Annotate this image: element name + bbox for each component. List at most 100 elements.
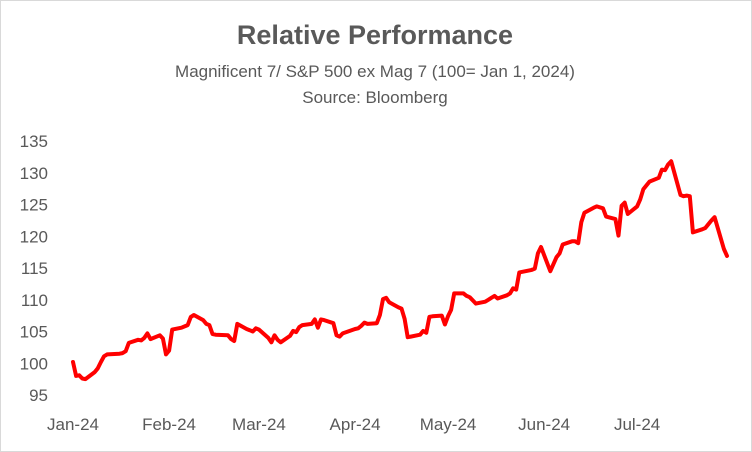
- data-point: [506, 294, 508, 296]
- data-point: [376, 322, 378, 324]
- data-point: [255, 327, 257, 329]
- data-point: [593, 207, 595, 209]
- data-point: [162, 338, 164, 339]
- data-point: [150, 338, 151, 340]
- x-tick-label: May-24: [420, 415, 477, 434]
- data-point: [388, 301, 390, 303]
- data-point: [571, 240, 573, 242]
- data-point: [277, 339, 279, 341]
- data-point: [667, 164, 669, 165]
- data-point: [602, 207, 604, 209]
- data-point: [711, 219, 712, 221]
- data-point: [549, 270, 551, 272]
- y-tick-label: 95: [29, 386, 48, 405]
- data-point: [580, 221, 582, 223]
- data-point: [398, 306, 399, 308]
- data-point: [249, 329, 251, 331]
- data-point: [128, 342, 130, 344]
- data-point: [497, 298, 499, 299]
- data-point: [701, 228, 703, 230]
- data-point: [274, 334, 275, 336]
- data-point: [363, 322, 365, 324]
- data-point: [320, 318, 322, 320]
- data-point: [72, 361, 74, 363]
- data-point: [339, 336, 341, 338]
- data-point: [367, 323, 368, 325]
- data-point: [518, 271, 520, 273]
- data-point: [444, 324, 446, 325]
- data-point: [425, 332, 427, 334]
- data-point: [714, 216, 716, 218]
- data-point: [125, 350, 127, 352]
- data-point: [509, 292, 511, 294]
- data-point: [515, 289, 517, 291]
- data-point: [342, 332, 344, 334]
- data-point: [494, 295, 495, 297]
- x-axis: Jan-24 Feb-24 Mar-24 Apr-24 May-24 Jun-24 Jul-…: [47, 415, 660, 434]
- data-point: [664, 169, 666, 171]
- data-point: [94, 371, 96, 373]
- data-point: [354, 328, 356, 330]
- data-point: [165, 353, 167, 355]
- data-point: [540, 246, 542, 248]
- data-point: [379, 314, 381, 316]
- data-point: [639, 198, 641, 200]
- data-point: [692, 231, 694, 233]
- data-point: [215, 334, 217, 336]
- data-point: [472, 299, 474, 301]
- data-point: [447, 315, 449, 317]
- data-point: [100, 361, 102, 363]
- data-point: [208, 324, 210, 326]
- data-point: [227, 334, 229, 336]
- data-point: [280, 341, 282, 343]
- data-point: [559, 252, 561, 254]
- data-point: [658, 177, 660, 179]
- data-point: [258, 329, 260, 331]
- x-tick-label: Feb-24: [142, 415, 196, 434]
- data-point: [556, 256, 557, 258]
- data-point: [252, 331, 254, 332]
- data-point: [661, 169, 663, 171]
- data-point: [212, 333, 213, 335]
- data-point: [97, 367, 99, 369]
- data-point: [466, 295, 468, 297]
- data-point: [726, 255, 728, 257]
- data-point: [184, 325, 186, 327]
- data-point: [236, 323, 238, 325]
- data-point: [159, 334, 161, 336]
- data-point: [689, 195, 691, 197]
- data-point: [168, 350, 170, 352]
- data-point: [432, 315, 433, 317]
- data-point: [621, 205, 623, 207]
- data-point: [463, 292, 464, 294]
- data-point: [270, 341, 272, 343]
- y-tick-label: 110: [21, 291, 48, 310]
- data-point: [137, 339, 139, 341]
- data-point: [401, 308, 402, 310]
- data-point: [490, 297, 492, 299]
- data-point: [704, 227, 706, 229]
- chart-subtitle: Magnificent 7/ S&P 500 ex Mag 7 (100= Ja…: [175, 62, 575, 81]
- data-point: [512, 287, 514, 289]
- chart-title: Relative Performance: [236, 20, 514, 50]
- data-point: [289, 335, 291, 337]
- data-point: [193, 314, 195, 316]
- data-point: [707, 223, 709, 225]
- data-point: [605, 216, 607, 218]
- x-tick-label: Jul-24: [614, 415, 660, 434]
- data-point: [233, 340, 235, 342]
- data-point: [317, 327, 319, 329]
- y-tick-label: 115: [21, 259, 48, 278]
- data-point: [410, 336, 412, 338]
- data-point: [78, 374, 80, 376]
- data-point: [428, 316, 430, 318]
- data-point: [441, 315, 443, 317]
- data-point: [357, 327, 359, 329]
- x-tick-label: Jan-24: [47, 415, 99, 434]
- data-point: [627, 213, 629, 215]
- data-point: [487, 299, 489, 301]
- data-point: [670, 160, 672, 162]
- data-point: [311, 323, 313, 325]
- data-point: [298, 326, 300, 328]
